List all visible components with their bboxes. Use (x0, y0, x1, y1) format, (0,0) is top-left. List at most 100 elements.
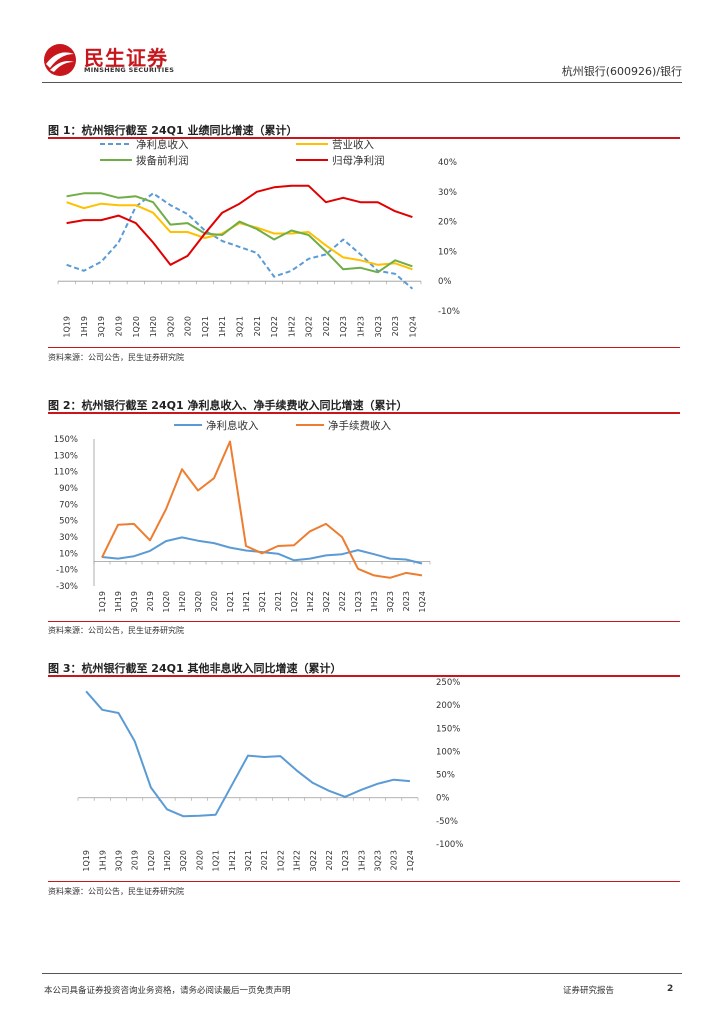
y-tick-label: 100% (436, 747, 460, 757)
x-tick-label: 1H20 (178, 591, 187, 612)
series-line-1 (66, 201, 413, 271)
y-tick-label: 250% (436, 678, 460, 688)
x-tick-label: 3Q22 (305, 316, 314, 338)
x-tick-label: 1H23 (370, 591, 379, 612)
x-tick-label: 1Q19 (98, 591, 107, 613)
y-tick-label: -30% (56, 582, 78, 592)
x-tick-label: 2021 (260, 850, 269, 870)
footer-disclaimer: 本公司具备证券投资咨询业务资格，请务必阅读最后一页免责声明 (44, 986, 291, 996)
x-tick-label: 3Q23 (374, 316, 383, 338)
x-tick-label: 3Q21 (236, 316, 245, 338)
figure-1-title: 图 1：杭州银行截至 24Q1 业绩同比增速（累计） (48, 124, 298, 137)
y-tick-label: 10% (59, 549, 78, 559)
x-tick-label: 1Q22 (290, 591, 299, 613)
series-line-0 (101, 536, 423, 565)
x-tick-label: 3Q19 (114, 850, 123, 872)
x-tick-label: 1H23 (357, 316, 366, 337)
x-tick-label: 1H20 (163, 850, 172, 871)
x-tick-label: 3Q21 (258, 591, 267, 613)
x-tick-label: 2023 (402, 591, 411, 611)
x-tick-label: 1Q21 (226, 591, 235, 613)
x-tick-label: 3Q22 (322, 591, 331, 613)
x-tick-label: 2022 (322, 316, 331, 336)
y-tick-label: 110% (54, 468, 78, 478)
x-tick-label: 1Q19 (63, 316, 72, 338)
x-tick-label: 1Q20 (147, 850, 156, 872)
brand-name: 民生证券 (84, 46, 168, 70)
x-tick-label: 3Q21 (244, 850, 253, 872)
y-tick-label: 30% (59, 533, 78, 543)
figure-1-source: 资料来源：公司公告，民生证券研究院 (48, 353, 184, 362)
series-line-0 (66, 192, 414, 290)
figure-2-source: 资料来源：公司公告，民生证券研究院 (48, 626, 184, 635)
x-tick-label: 1Q23 (354, 591, 363, 613)
series-line-1 (101, 440, 423, 579)
legend-label-1: 营业收入 (332, 138, 374, 151)
y-tick-label: -50% (436, 817, 458, 827)
y-tick-label: 90% (59, 484, 78, 494)
x-tick-label: 2021 (253, 316, 262, 336)
y-tick-label: 150% (54, 435, 78, 445)
x-tick-label: 2023 (391, 316, 400, 336)
x-tick-label: 1H19 (114, 591, 123, 612)
page-number: 2 (667, 984, 674, 994)
x-tick-label: 1Q22 (270, 316, 279, 338)
x-tick-label: 1Q20 (162, 591, 171, 613)
y-tick-label: -100% (436, 840, 463, 850)
x-tick-label: 1Q23 (339, 316, 348, 338)
figure-2-source-rule (48, 621, 680, 622)
x-tick-label: 3Q20 (194, 591, 203, 613)
y-tick-label: 30% (438, 188, 457, 198)
x-tick-label: 1H22 (306, 591, 315, 612)
figure-1-rule (48, 137, 680, 139)
legend-label-0: 净利息收入 (136, 138, 189, 151)
company-label: 杭州银行(600926)/银行 (561, 65, 682, 78)
x-tick-label: 2022 (325, 850, 334, 870)
x-tick-label: 1Q19 (82, 850, 91, 872)
header-divider (42, 82, 682, 83)
x-tick-label: 3Q22 (309, 850, 318, 872)
x-tick-label: 1H23 (357, 850, 366, 871)
series-line-2 (66, 192, 413, 274)
figure-3-rule (48, 675, 680, 677)
chart-2: 150% 130% 110% 90% 70% 50% 30% 10% -10% -30% 1Q19 1… (54, 419, 431, 613)
y-tick-label: 10% (438, 247, 457, 257)
y-tick-label: 20% (438, 218, 457, 228)
minsheng-logo-icon (44, 44, 76, 76)
footer-divider (42, 973, 682, 974)
figure-1-source-rule (48, 347, 680, 348)
y-tick-label: 150% (436, 724, 460, 734)
x-tick-label: 1Q21 (212, 850, 221, 872)
series-line-0 (85, 690, 410, 818)
x-tick-label: 1Q20 (132, 316, 141, 338)
y-tick-label: 50% (59, 517, 78, 527)
x-tick-label: 1H21 (242, 591, 251, 612)
x-tick-label: 2022 (338, 591, 347, 611)
x-tick-label: 1H20 (149, 316, 158, 337)
y-tick-label: 200% (436, 701, 460, 711)
x-tick-label: 2019 (146, 591, 155, 611)
y-tick-label: 0% (438, 277, 452, 287)
x-tick-label: 1Q22 (276, 850, 285, 872)
y-tick-label: 0% (436, 794, 450, 804)
x-tick-label: 1H19 (98, 850, 107, 871)
figure-3-source: 资料来源：公司公告，民生证券研究院 (48, 887, 184, 896)
x-tick-label: 1H22 (293, 850, 302, 871)
legend-label-2: 拨备前利润 (136, 154, 189, 167)
y-tick-label: 50% (436, 771, 455, 781)
x-tick-label: 2021 (274, 591, 283, 611)
footer-report-type: 证券研究报告 (563, 986, 615, 996)
x-tick-label: 3Q19 (130, 591, 139, 613)
x-tick-label: 2020 (184, 316, 193, 336)
x-tick-label: 1Q24 (406, 850, 415, 872)
figure-2-rule (48, 412, 680, 414)
x-tick-label: 2023 (390, 850, 399, 870)
figure-3-title: 图 3：杭州银行截至 24Q1 其他非息收入同比增速（累计） (48, 662, 342, 675)
brand-name-en: MINSHENG SECURITIES (84, 66, 175, 74)
legend-label-1: 净手续费收入 (328, 419, 391, 432)
x-tick-label: 3Q20 (179, 850, 188, 872)
x-tick-label: 1H22 (287, 316, 296, 337)
x-tick-label: 3Q20 (166, 316, 175, 338)
x-tick-label: 1H21 (218, 316, 227, 337)
x-tick-label: 1H19 (80, 316, 89, 337)
